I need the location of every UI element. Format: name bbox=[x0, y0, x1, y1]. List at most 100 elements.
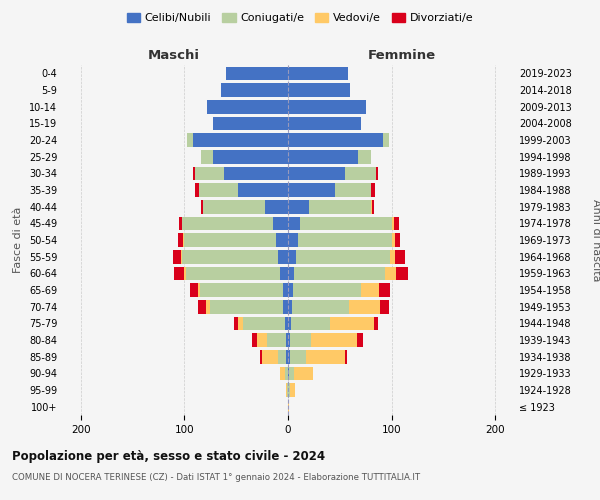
Bar bbox=[376, 166, 378, 180]
Bar bbox=[301, 216, 392, 230]
Bar bbox=[345, 166, 376, 180]
Bar bbox=[296, 250, 389, 264]
Bar bbox=[200, 283, 283, 297]
Bar bbox=[335, 183, 371, 197]
Bar bbox=[193, 133, 288, 147]
Bar bbox=[290, 333, 311, 347]
Bar bbox=[280, 266, 288, 280]
Bar bbox=[305, 350, 345, 364]
Bar bbox=[309, 200, 371, 213]
Bar bbox=[221, 83, 288, 97]
Bar bbox=[207, 100, 288, 114]
Bar bbox=[311, 333, 358, 347]
Bar bbox=[288, 266, 294, 280]
Bar bbox=[285, 366, 288, 380]
Bar bbox=[280, 366, 285, 380]
Bar bbox=[385, 266, 396, 280]
Bar bbox=[184, 233, 275, 247]
Bar bbox=[201, 150, 214, 164]
Bar bbox=[288, 66, 348, 80]
Bar bbox=[195, 183, 199, 197]
Bar bbox=[372, 200, 374, 213]
Bar bbox=[257, 333, 267, 347]
Bar bbox=[396, 266, 408, 280]
Bar bbox=[262, 350, 278, 364]
Bar bbox=[288, 133, 383, 147]
Bar bbox=[288, 350, 290, 364]
Bar bbox=[288, 333, 290, 347]
Bar bbox=[361, 283, 379, 297]
Bar bbox=[288, 183, 335, 197]
Bar bbox=[198, 283, 200, 297]
Bar bbox=[190, 283, 198, 297]
Bar bbox=[345, 350, 347, 364]
Bar bbox=[182, 250, 278, 264]
Bar bbox=[288, 116, 361, 130]
Bar bbox=[290, 383, 295, 397]
Bar bbox=[173, 250, 181, 264]
Bar bbox=[288, 400, 289, 413]
Bar bbox=[294, 266, 385, 280]
Bar bbox=[193, 166, 195, 180]
Bar bbox=[288, 150, 358, 164]
Bar bbox=[349, 300, 380, 314]
Bar bbox=[285, 316, 288, 330]
Bar bbox=[214, 116, 288, 130]
Bar bbox=[238, 316, 244, 330]
Bar bbox=[206, 300, 210, 314]
Bar bbox=[288, 216, 301, 230]
Bar bbox=[274, 216, 288, 230]
Bar bbox=[288, 250, 296, 264]
Bar bbox=[286, 383, 287, 397]
Bar bbox=[244, 316, 285, 330]
Bar bbox=[286, 333, 288, 347]
Bar bbox=[195, 166, 224, 180]
Bar bbox=[201, 200, 203, 213]
Bar bbox=[278, 350, 286, 364]
Bar bbox=[288, 100, 366, 114]
Bar bbox=[389, 250, 395, 264]
Bar bbox=[226, 66, 288, 80]
Bar bbox=[290, 350, 305, 364]
Bar bbox=[275, 233, 288, 247]
Bar bbox=[286, 350, 288, 364]
Bar bbox=[187, 266, 280, 280]
Bar bbox=[288, 166, 345, 180]
Bar bbox=[252, 333, 257, 347]
Bar bbox=[298, 233, 392, 247]
Bar bbox=[203, 200, 265, 213]
Bar bbox=[292, 300, 349, 314]
Bar bbox=[288, 300, 292, 314]
Bar bbox=[260, 350, 262, 364]
Text: Maschi: Maschi bbox=[148, 48, 200, 62]
Bar bbox=[395, 250, 405, 264]
Text: COMUNE DI NOCERA TERINESE (CZ) - Dati ISTAT 1° gennaio 2024 - Elaborazione TUTTI: COMUNE DI NOCERA TERINESE (CZ) - Dati IS… bbox=[12, 472, 420, 482]
Bar bbox=[371, 200, 372, 213]
Bar bbox=[293, 283, 361, 297]
Y-axis label: Anni di nascita: Anni di nascita bbox=[591, 198, 600, 281]
Bar bbox=[380, 300, 389, 314]
Bar bbox=[288, 383, 290, 397]
Bar bbox=[224, 166, 288, 180]
Bar bbox=[278, 250, 288, 264]
Bar bbox=[214, 150, 288, 164]
Bar bbox=[392, 216, 394, 230]
Text: Popolazione per età, sesso e stato civile - 2024: Popolazione per età, sesso e stato civil… bbox=[12, 450, 325, 463]
Bar bbox=[182, 216, 274, 230]
Bar bbox=[288, 316, 291, 330]
Bar bbox=[210, 300, 283, 314]
Bar bbox=[395, 233, 400, 247]
Bar bbox=[238, 183, 288, 197]
Bar bbox=[179, 216, 182, 230]
Bar bbox=[234, 316, 238, 330]
Bar bbox=[288, 283, 293, 297]
Bar bbox=[178, 233, 184, 247]
Bar bbox=[358, 333, 362, 347]
Bar bbox=[181, 250, 182, 264]
Bar bbox=[283, 300, 288, 314]
Bar bbox=[199, 183, 238, 197]
Bar bbox=[174, 266, 184, 280]
Bar bbox=[374, 316, 378, 330]
Bar bbox=[289, 366, 294, 380]
Bar bbox=[392, 233, 395, 247]
